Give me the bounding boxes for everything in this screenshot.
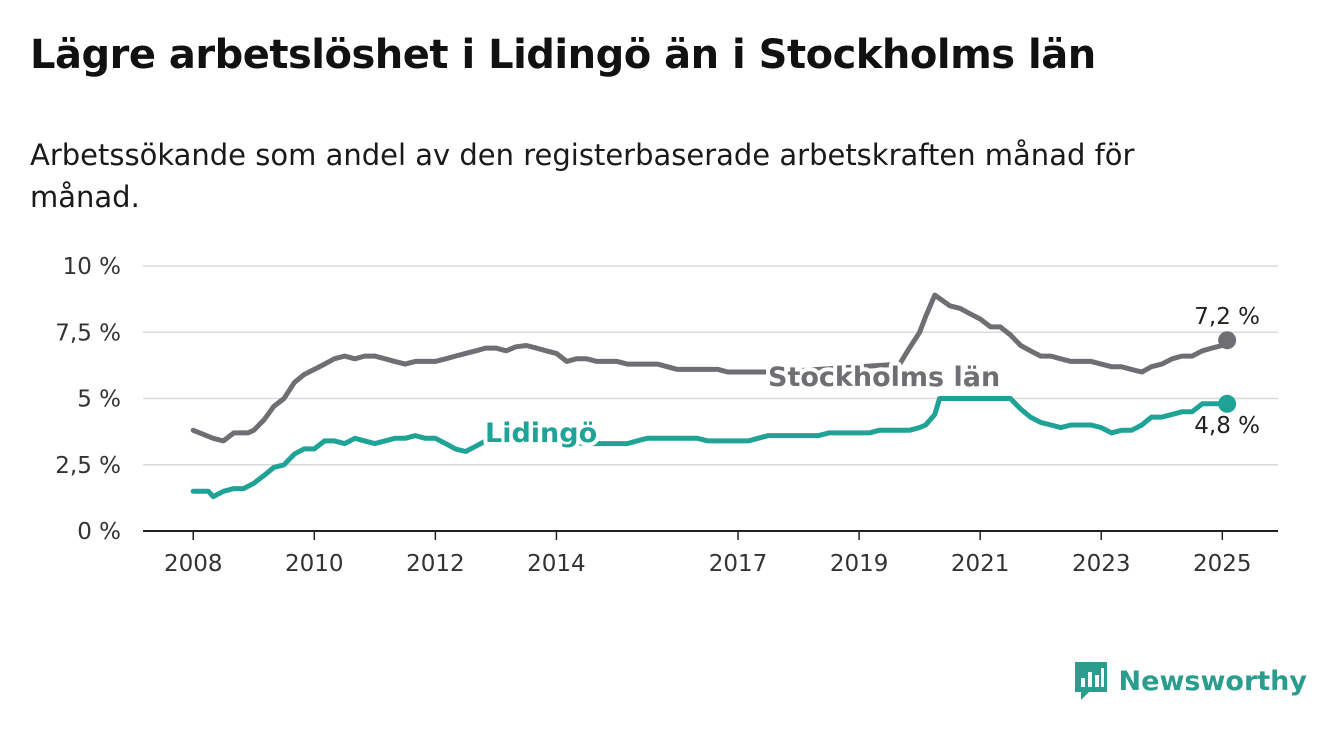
x-tick-label: 2017 — [709, 551, 768, 577]
bar-chart-speech-icon — [1074, 662, 1107, 700]
x-tick-label: 2008 — [164, 551, 223, 577]
x-tick-label: 2012 — [406, 551, 465, 577]
series-label: Lidingö — [485, 418, 597, 449]
brand-name: Newsworthy — [1118, 665, 1307, 697]
chart-subtitle: Arbetssökande som andel av den registerb… — [30, 138, 1135, 214]
x-tick-label: 2010 — [285, 551, 344, 577]
y-tick-label: 10 % — [63, 254, 121, 280]
series-end-label: 7,2 % — [1194, 304, 1260, 330]
y-tick-label: 2,5 % — [55, 453, 121, 479]
series-end-label: 4,8 % — [1194, 413, 1260, 439]
chart-title: Lägre arbetslöshet i Lidingö än i Stockh… — [30, 32, 1096, 78]
y-tick-label: 5 % — [77, 387, 121, 413]
series-label: Stockholms län — [768, 362, 1000, 393]
series-line-0 — [190, 292, 1230, 444]
y-tick-label: 0 % — [77, 519, 121, 545]
x-tick-label: 2019 — [830, 551, 889, 577]
series-end-point — [1218, 394, 1237, 413]
x-tick-label: 2014 — [527, 551, 586, 577]
x-tick-label: 2025 — [1193, 551, 1252, 577]
series-end-point — [1218, 331, 1237, 350]
brand[interactable]: Newsworthy — [1073, 660, 1307, 702]
series-line-1 — [190, 396, 1230, 500]
x-tick-label: 2021 — [951, 551, 1010, 577]
y-tick-label: 7,5 % — [55, 320, 121, 346]
x-tick-label: 2023 — [1072, 551, 1131, 577]
